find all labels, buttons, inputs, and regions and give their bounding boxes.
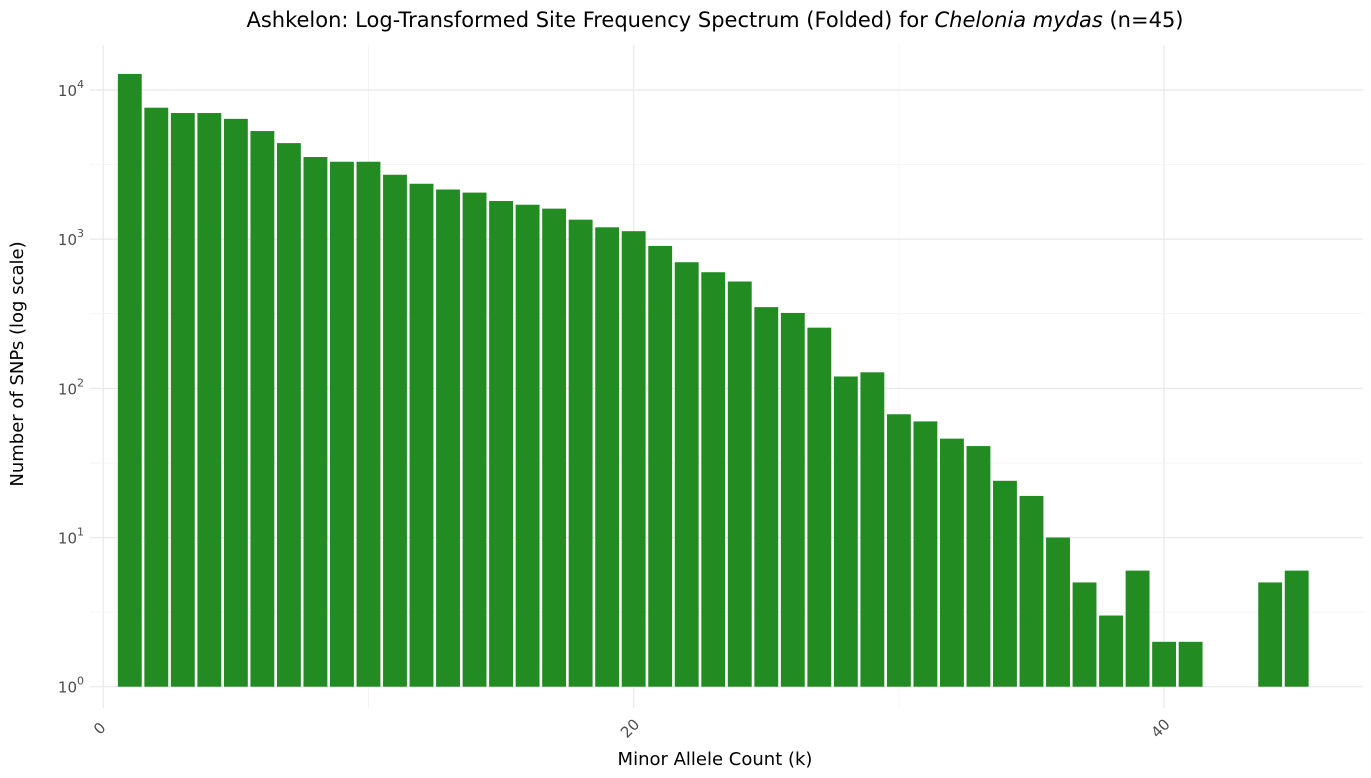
bar-k-34: [993, 480, 1017, 687]
y-tick-label: 102: [58, 376, 84, 398]
bar-k-23: [701, 272, 726, 687]
y-tick-label: 100: [58, 675, 84, 697]
bar-k-12: [409, 183, 434, 687]
bar-k-22: [674, 262, 699, 687]
bar-k-21: [648, 245, 673, 687]
bar-k-2: [144, 107, 169, 687]
bar-k-17: [542, 208, 567, 687]
bar-k-7: [276, 143, 301, 687]
bar-k-27: [807, 327, 832, 687]
bar-k-36: [1046, 537, 1070, 687]
bar-k-41: [1178, 641, 1203, 687]
x-tick-labels: 0 20 40: [90, 715, 1174, 741]
y-axis-title: Number of SNPs (log scale): [7, 241, 28, 486]
bar-k-29: [860, 372, 885, 687]
bar-k-10: [356, 161, 381, 687]
bar-k-26: [780, 312, 805, 687]
bar-k-30: [886, 414, 911, 687]
bar-k-4: [197, 113, 222, 687]
bar-k-19: [595, 227, 620, 687]
bar-k-35: [1019, 495, 1044, 687]
bar-k-5: [223, 118, 248, 687]
bar-k-39: [1125, 570, 1150, 687]
bar-k-32: [939, 438, 964, 687]
bar-k-38: [1099, 615, 1123, 687]
bar-k-28: [833, 376, 858, 687]
bar-k-24: [727, 281, 752, 687]
bar-k-9: [330, 161, 354, 687]
bar-k-18: [568, 219, 593, 687]
bar-k-20: [621, 231, 646, 687]
chart-title: Ashkelon: Log-Transformed Site Frequency…: [246, 8, 1183, 32]
bar-k-6: [250, 131, 275, 687]
bar-k-1: [117, 73, 142, 687]
bar-k-33: [966, 446, 991, 687]
bar-k-45: [1284, 570, 1309, 687]
bar-k-44: [1258, 582, 1283, 687]
y-tick-label: 104: [58, 78, 84, 100]
bar-k-25: [754, 307, 779, 687]
bar-k-14: [462, 192, 487, 687]
y-tick-labels: 100 101 102 103 104: [58, 78, 84, 697]
y-tick-label: 101: [58, 526, 84, 548]
bar-k-13: [436, 189, 460, 687]
bar-k-40: [1152, 641, 1177, 687]
bar-k-15: [489, 201, 514, 687]
bar-k-16: [515, 204, 540, 687]
bar-k-11: [383, 174, 407, 687]
grid-lines: [90, 45, 1363, 708]
x-tick-label: 0: [90, 719, 109, 738]
bar-k-3: [170, 113, 195, 687]
x-tick-label: 20: [617, 715, 643, 741]
bar-k-8: [303, 157, 328, 687]
x-tick-label: 40: [1147, 715, 1173, 741]
x-axis-title: Minor Allele Count (k): [618, 749, 813, 770]
bars: [117, 73, 1309, 687]
bar-k-31: [913, 421, 938, 687]
bar-k-37: [1072, 582, 1097, 687]
y-tick-label: 103: [58, 227, 84, 249]
